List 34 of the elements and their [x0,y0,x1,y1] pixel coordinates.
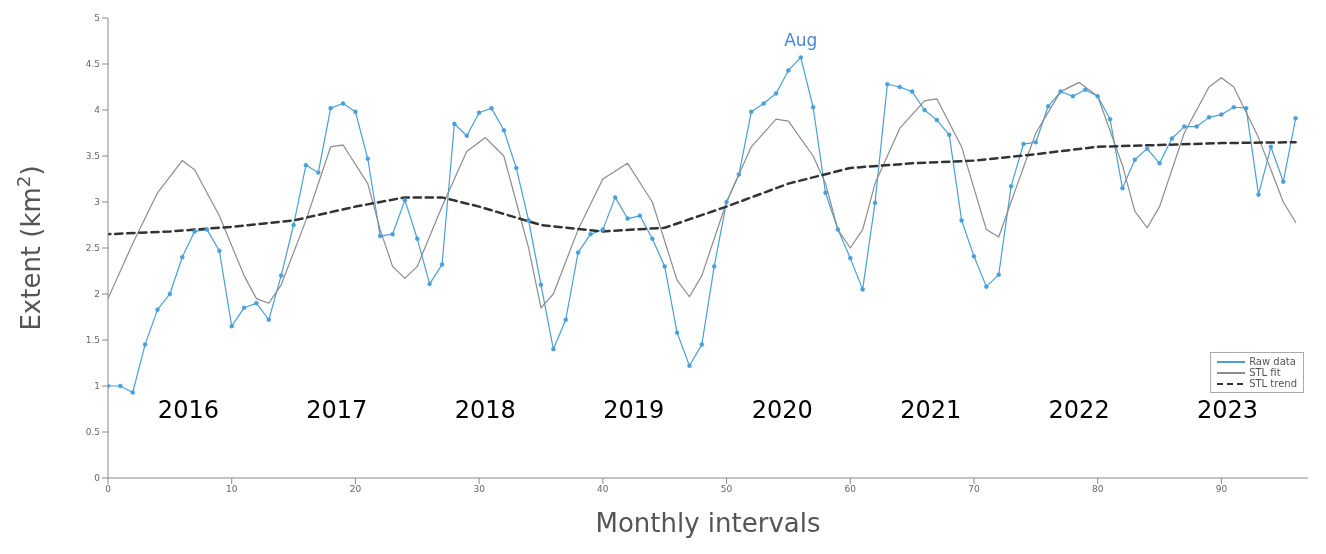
legend-label: STL fit [1249,367,1281,378]
annotation: 2018 [453,396,517,424]
x-tick-label: 40 [597,484,609,495]
y-tick-label: 5 [94,13,100,24]
annotation: 2021 [899,396,963,424]
annotation: Aug [784,29,818,50]
x-tick-label: 90 [1215,484,1228,495]
y-tick-label: 3 [94,197,100,208]
y-tick-label: 0.5 [85,427,100,438]
y-tick-label: 1 [94,381,100,392]
x-axis-title: Monthly intervals [595,508,821,538]
x-tick-label: 0 [105,484,112,495]
y-tick-label: 1.5 [85,335,100,346]
annotation: 2023 [1196,396,1260,424]
y-tick-label: 2 [94,289,100,300]
y-tick-label: 4 [94,105,101,116]
annotation: 2022 [1047,396,1111,424]
x-tick-label: 80 [1091,484,1104,495]
y-tick-label: 0 [94,473,101,484]
y-tick-label: 2.5 [85,243,100,254]
x-tick-label: 10 [225,484,238,495]
x-tick-label: 20 [349,484,362,495]
y-tick-label: 4.5 [85,59,100,70]
annotation: 2020 [750,396,814,424]
annotation: 2017 [305,396,369,424]
annotation: 2016 [156,396,220,424]
annotation: 2019 [602,396,666,424]
x-tick-label: 60 [844,484,857,495]
legend-label: Raw data [1249,356,1296,367]
x-tick-label: 50 [720,484,733,495]
x-tick-label: 30 [473,484,486,495]
y-tick-label: 3.5 [85,151,100,162]
legend-label: STL trend [1249,378,1297,389]
x-tick-label: 70 [968,484,980,495]
